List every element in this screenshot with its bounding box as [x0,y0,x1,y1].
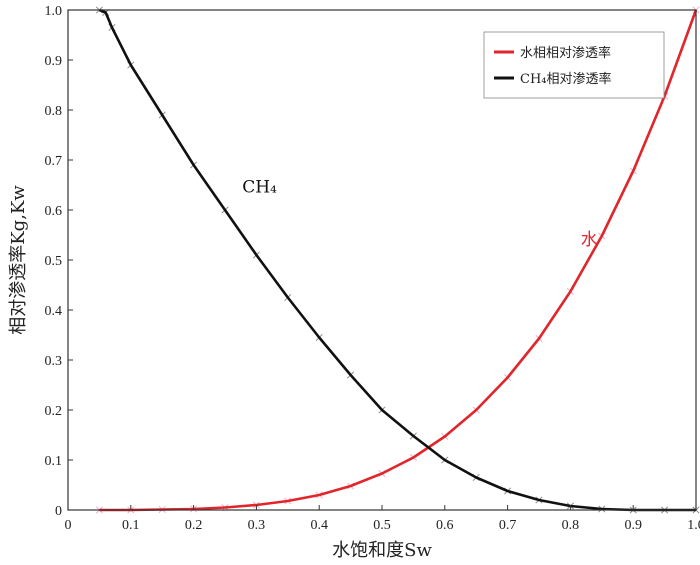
series-line-1 [98,8,696,512]
y-tick-label: 1.0 [45,4,63,19]
x-tick-label: 0.6 [436,518,454,533]
y-tick-label: 0.3 [45,354,63,369]
series-lines [98,8,698,512]
y-tick-label: 0.4 [45,304,63,319]
legend-label-water: 水相相对渗透率 [520,45,611,61]
y-tick-label: 0.9 [45,54,63,69]
legend: 水相相对渗透率 CH₄相对渗透率 [483,31,665,99]
y-tick-label: 0.2 [45,404,63,419]
x-tick-label: 0.5 [373,518,391,533]
legend-box [483,31,665,99]
y-axis-ticks: 0 0.1 0.2 0.3 0.4 0.5 0.6 0.7 0.8 0.9 1.0 [45,4,73,519]
annotation-ch4: CH₄ [242,178,277,198]
y-axis-title: 相对渗透率Kg,Kw [8,185,29,335]
x-tick-label: 0.8 [562,518,580,533]
y-tick-label: 0.7 [45,154,63,169]
x-tick-label: 0.4 [310,518,328,533]
x-tick-label: 1.0 [687,518,700,533]
annotation-water: 水 [581,230,598,250]
y-tick-label: 0.6 [45,204,63,219]
y-tick-label: 0.5 [45,254,63,269]
y-tick-label: 0.8 [45,104,63,119]
x-tick-label: 0.3 [248,518,266,533]
legend-label-ch4: CH₄相对渗透率 [520,71,612,87]
x-tick-label: 0 [65,518,72,533]
x-tick-label: 0.9 [624,518,642,533]
x-tick-label: 0.2 [185,518,203,533]
x-tick-label: 0.7 [499,518,517,533]
x-tick-label: 0.1 [122,518,140,533]
series-line-0 [99,9,698,512]
y-tick-label: 0 [55,504,62,519]
x-axis-title: 水饱和度Sw [332,540,432,561]
y-tick-label: 0.1 [45,454,63,469]
x-axis-ticks: 0 0.1 0.2 0.3 0.4 0.5 0.6 0.7 0.8 0.9 1.0 [65,505,700,533]
